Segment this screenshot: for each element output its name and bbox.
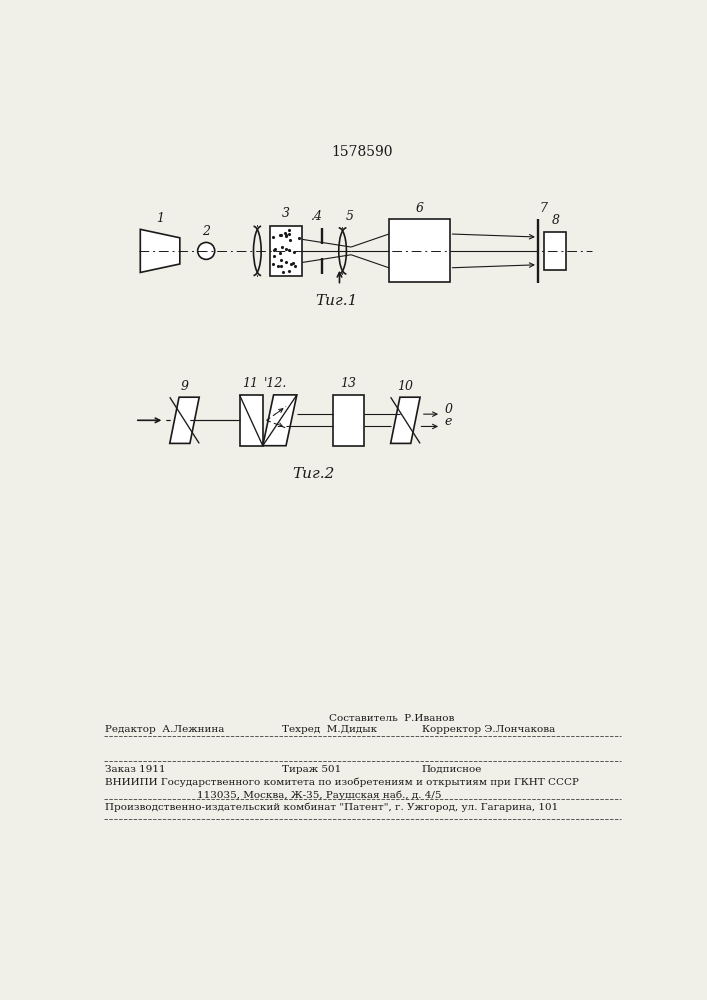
Text: e: e — [445, 415, 452, 428]
Bar — [389, 219, 450, 282]
Text: Тираж 501: Тираж 501 — [282, 765, 341, 774]
Polygon shape — [170, 397, 199, 443]
Text: Составитель  Р.Иванов: Составитель Р.Иванов — [329, 714, 454, 723]
Text: 1: 1 — [156, 212, 164, 225]
Text: 3: 3 — [282, 207, 290, 220]
Bar — [332, 395, 363, 446]
Polygon shape — [391, 397, 420, 443]
Bar — [544, 232, 566, 270]
Text: Редактор  А.Лежнина: Редактор А.Лежнина — [105, 725, 225, 734]
Text: 6: 6 — [415, 202, 423, 215]
Text: 7: 7 — [539, 202, 547, 215]
Text: 11: 11 — [243, 377, 259, 390]
Text: Техред  М.Дидык: Техред М.Дидык — [282, 725, 378, 734]
Polygon shape — [263, 395, 297, 446]
Bar — [270, 226, 303, 276]
Text: Τиг.1: Τиг.1 — [315, 294, 358, 308]
Circle shape — [198, 242, 215, 259]
Text: 8: 8 — [551, 214, 560, 227]
Text: Производственно-издательский комбинат "Патент", г. Ужгород, ул. Гагарина, 101: Производственно-издательский комбинат "П… — [105, 802, 559, 812]
Text: 13: 13 — [340, 377, 356, 390]
Text: 1578590: 1578590 — [331, 145, 392, 159]
Text: 0: 0 — [445, 403, 453, 416]
Text: 5: 5 — [346, 210, 354, 223]
Text: Заказ 1911: Заказ 1911 — [105, 765, 166, 774]
Text: 9: 9 — [180, 379, 189, 392]
Text: Корректор Э.Лончакова: Корректор Э.Лончакова — [421, 725, 555, 734]
Text: 113035, Москва, Ж-35, Раушская наб., д. 4/5: 113035, Москва, Ж-35, Раушская наб., д. … — [197, 791, 441, 800]
Text: '12.: '12. — [264, 377, 287, 390]
Text: .4: .4 — [311, 210, 323, 223]
Text: Подписное: Подписное — [421, 765, 482, 774]
Text: 10: 10 — [397, 379, 414, 392]
Polygon shape — [140, 229, 180, 272]
Bar — [240, 395, 263, 446]
Text: ВНИИПИ Государственного комитета по изобретениям и открытиям при ГКНТ СССР: ВНИИПИ Государственного комитета по изоб… — [105, 778, 579, 787]
Text: Τиг.2: Τиг.2 — [292, 467, 334, 481]
Text: 2: 2 — [202, 225, 210, 238]
